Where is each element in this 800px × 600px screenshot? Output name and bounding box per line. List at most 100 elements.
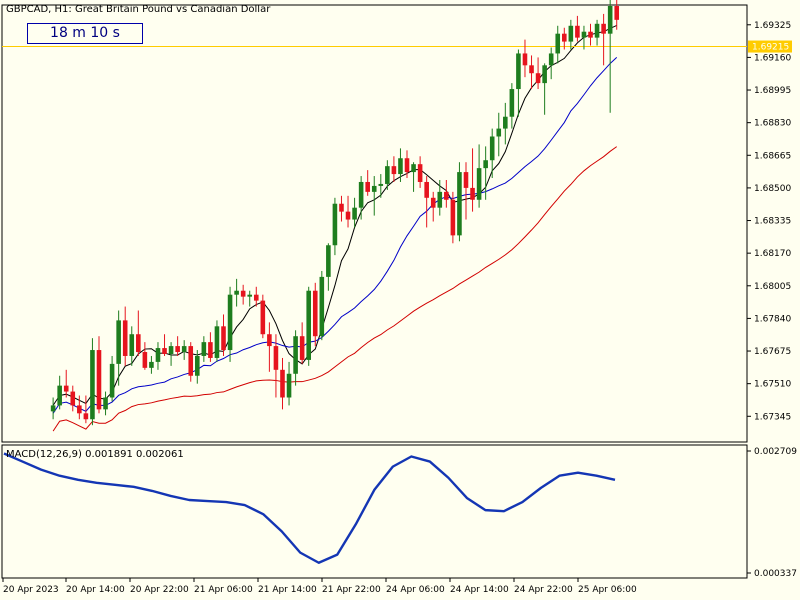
candle-body: [70, 391, 76, 406]
time-tick-label: 21 Apr 06:00: [194, 585, 253, 595]
price-tick-label: 1.67510: [754, 380, 791, 390]
chart-title: GBPCAD, H1: Great Britain Pound vs Canad…: [6, 4, 271, 15]
current-price-tag: [748, 40, 792, 53]
candle-body: [136, 334, 141, 353]
macd-tick-label: 0.002709: [754, 447, 797, 457]
candle-body: [562, 33, 567, 42]
candle-body: [437, 191, 443, 208]
candle-body: [168, 346, 174, 354]
candle-body: [470, 187, 475, 200]
candle-body: [149, 361, 154, 368]
candle-body: [214, 326, 220, 358]
candle-body: [240, 290, 246, 297]
candle-body: [601, 23, 606, 34]
candle-body: [575, 25, 580, 38]
candle-body: [234, 290, 239, 295]
price-panel-frame: [1, 4, 748, 443]
ma-fast-line: [52, 24, 617, 406]
price-tick-label: 1.67345: [754, 412, 791, 422]
candle-body: [522, 53, 528, 66]
candle-body: [267, 334, 272, 347]
candle-body: [260, 300, 266, 335]
candle-body: [535, 73, 541, 84]
candle-body: [371, 185, 377, 192]
candle-body: [588, 31, 593, 38]
candle-body: [430, 197, 436, 208]
price-axis: 1.69325 1.69160 1.68995 1.68830 1.68665 1.685…: [747, 21, 792, 422]
candle-body: [116, 320, 121, 364]
candle-body: [122, 320, 128, 356]
candle-body: [129, 334, 135, 356]
candle-body: [57, 385, 62, 406]
candle-body: [162, 348, 167, 354]
price-tick-label: 1.68005: [754, 282, 791, 292]
candle-body: [221, 326, 226, 351]
candle-body: [96, 350, 102, 410]
candle-body: [358, 181, 364, 208]
candle-body: [424, 181, 429, 198]
candle-body: [312, 290, 318, 337]
candle-body: [175, 346, 180, 353]
time-tick-label: 20 Apr 2023: [3, 585, 59, 595]
candle-body: [319, 276, 325, 337]
candle-body: [555, 33, 561, 54]
candle-body: [83, 413, 89, 420]
macd-tick-label: 0.000337: [754, 569, 797, 579]
candle-body: [378, 183, 384, 186]
candle-body: [181, 346, 187, 353]
candle-body: [483, 160, 488, 169]
candle-body: [208, 342, 213, 358]
candle-body: [496, 128, 502, 137]
candle-body: [299, 336, 305, 360]
candle-body: [63, 385, 69, 392]
current-price-label: 1.69215: [752, 43, 789, 53]
price-tick-label: 1.68830: [754, 119, 791, 129]
candle-body: [476, 168, 482, 200]
candle-body: [142, 352, 148, 368]
candle-body: [227, 294, 233, 351]
candle-body: [450, 199, 456, 236]
candle-body: [581, 31, 587, 38]
bar-timer: 18 m 10 s: [27, 23, 143, 44]
candle-body: [103, 397, 108, 410]
candle-body: [247, 294, 253, 297]
candle-body: [365, 181, 370, 192]
candle-body: [457, 172, 462, 236]
price-tick-label: 1.68995: [754, 86, 791, 96]
candle-body: [509, 89, 515, 117]
candle-body: [109, 363, 115, 398]
candle-body: [614, 6, 620, 20]
candle-body: [339, 203, 344, 212]
macd-title: MACD(12,26,9) 0.001891 0.002061: [6, 449, 184, 460]
candle-body: [50, 405, 56, 412]
candle-body: [404, 158, 410, 173]
candle-body: [326, 245, 331, 277]
candle-body: [90, 350, 95, 420]
candle-body: [529, 65, 534, 74]
candle-body: [201, 342, 207, 356]
price-tick-label: 1.67840: [754, 314, 791, 324]
price-tick-label: 1.68665: [754, 151, 791, 161]
candle-body: [411, 164, 416, 173]
candle-body: [385, 166, 390, 184]
price-tick-label: 1.67675: [754, 347, 791, 357]
candle-body: [607, 6, 613, 34]
price-tick-label: 1.68335: [754, 217, 791, 227]
price-tick-label: 1.68500: [754, 184, 791, 194]
candles: [50, 0, 620, 426]
candle-body: [155, 348, 161, 362]
time-tick-label: 24 Apr 06:00: [386, 585, 445, 595]
candle-body: [516, 53, 521, 90]
candle-body: [332, 203, 338, 246]
candle-body: [398, 158, 403, 175]
time-axis: 20 Apr 2023 20 Apr 14:00 20 Apr 22:00 21 Ap…: [2, 578, 637, 595]
macd-panel-frame: [1, 444, 748, 579]
time-tick-label: 21 Apr 22:00: [322, 585, 381, 595]
price-tick-label: 1.69160: [754, 53, 791, 63]
candle-body: [568, 25, 574, 42]
candle-body: [352, 207, 357, 220]
candle-body: [77, 405, 82, 414]
candle-body: [293, 336, 298, 374]
candle-body: [391, 166, 397, 175]
